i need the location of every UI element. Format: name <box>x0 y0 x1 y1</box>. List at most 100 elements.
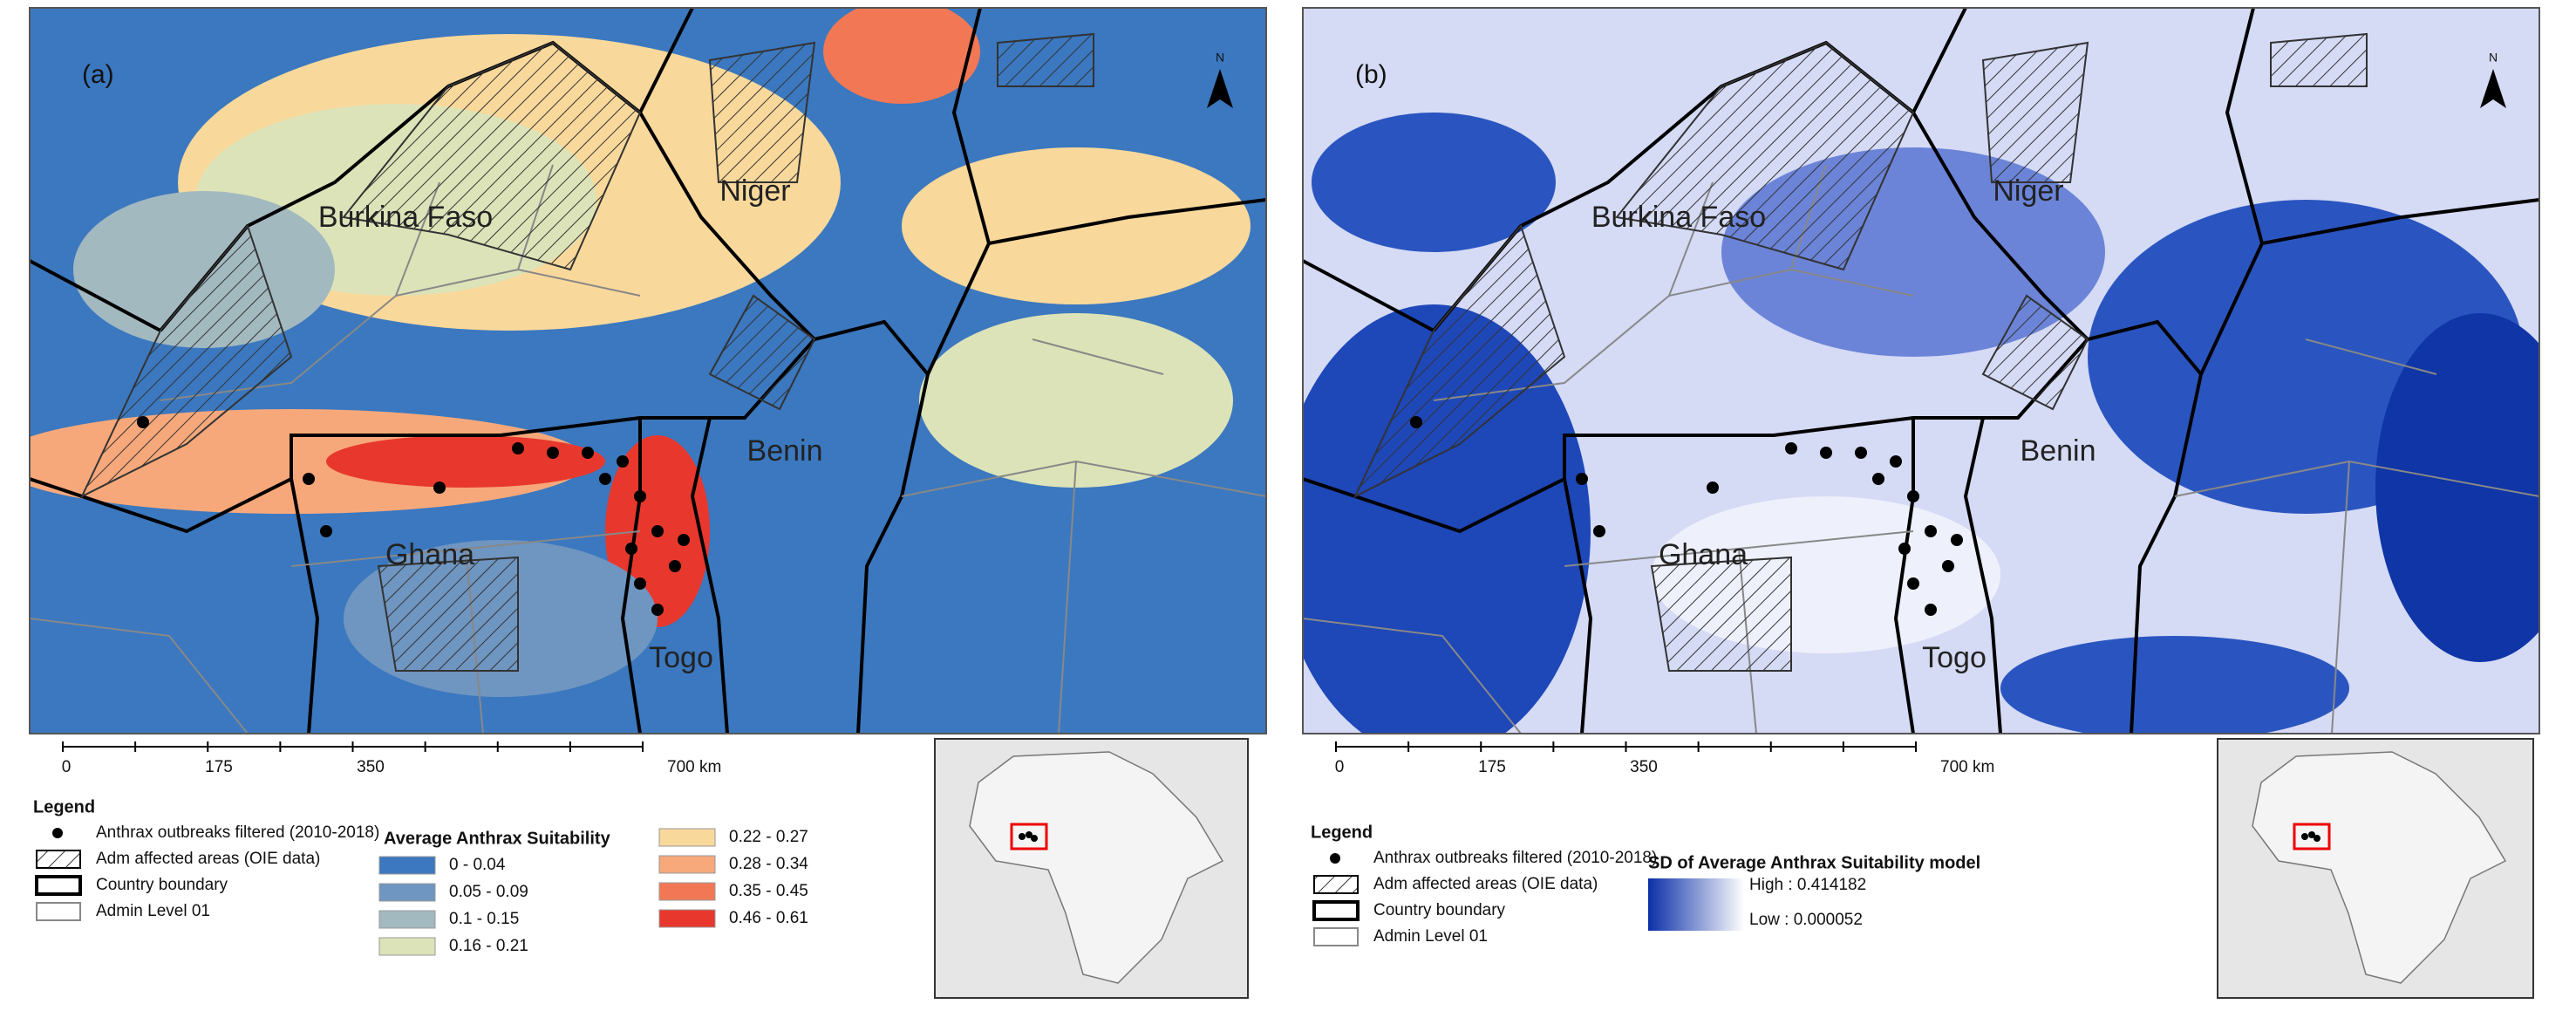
legend-item: Country boundary <box>1373 901 1506 919</box>
class-label: 0.35 - 0.45 <box>729 882 808 900</box>
map-a <box>29 7 1267 734</box>
outbreak-point <box>634 490 646 502</box>
outbreak-point <box>651 604 664 616</box>
outbreak-point <box>1951 534 1963 546</box>
country-label: Ghana <box>385 538 474 571</box>
panel: (a) Burkina Faso Niger Benin Ghana Togo N <box>82 51 1233 674</box>
outbreak-point <box>651 525 664 537</box>
country-label: Ghana <box>1659 538 1748 571</box>
outbreak-point <box>1593 525 1605 537</box>
outbreak-point <box>1820 447 1832 459</box>
legend-symbol <box>52 828 63 838</box>
map-b <box>1302 7 2540 734</box>
north-label: N <box>2489 51 2498 65</box>
outbreak-point <box>1907 490 1919 502</box>
class-label: 0.28 - 0.34 <box>729 855 808 873</box>
legend-symbol <box>1313 875 1359 894</box>
outbreak-point <box>1925 604 1937 616</box>
class-swatch <box>658 909 716 928</box>
country-label: Benin <box>2021 434 2096 468</box>
legend-item: Anthrax outbreaks filtered (2010-2018) <box>96 823 379 842</box>
legend-item: Adm affected areas (OIE data) <box>96 850 320 868</box>
legend-title: Legend <box>1311 823 1373 842</box>
country-label: Togo <box>1922 641 1987 674</box>
class-swatch <box>658 882 716 901</box>
north-label: N <box>1216 51 1224 65</box>
ramp-title: Average Anthrax Suitability <box>384 829 611 848</box>
outbreak-point <box>1410 416 1422 428</box>
legend-symbol <box>36 902 81 921</box>
legend-title: Legend <box>33 797 95 816</box>
scale-label: 0 <box>62 758 72 776</box>
class-label: 0.46 - 0.61 <box>729 909 808 927</box>
legend-symbol <box>1313 927 1359 946</box>
ramp-title: SD of Average Anthrax Suitability model <box>1648 853 1980 872</box>
scale-label: 700 km <box>667 758 721 776</box>
outbreak-point <box>1872 473 1884 485</box>
ramp-high: High : 0.414182 <box>1749 876 1866 894</box>
outbreak-point <box>617 455 629 468</box>
outbreak-point <box>582 447 594 459</box>
class-swatch <box>658 828 716 847</box>
inset-a <box>934 738 1249 999</box>
legend-item: Adm affected areas (OIE data) <box>1373 875 1598 893</box>
legend-symbol <box>1312 900 1360 921</box>
legend-symbol <box>36 850 81 869</box>
country-label: Togo <box>649 641 713 674</box>
class-swatch <box>658 855 716 874</box>
legend-symbol <box>35 875 82 896</box>
outbreak-point <box>1925 525 1937 537</box>
outbreak-point <box>512 442 524 454</box>
outbreak-point <box>1942 560 1954 572</box>
outbreak-point <box>1890 455 1902 468</box>
ramp-swatch <box>1648 878 1744 931</box>
class-label: 0.05 - 0.09 <box>449 883 528 901</box>
outbreak-point <box>1785 442 1797 454</box>
scale-label: 350 <box>357 758 385 776</box>
outbreak-point <box>433 482 446 494</box>
country-label: Niger <box>1993 174 2063 208</box>
outbreak-point <box>1576 473 1588 485</box>
panel-label: (a) <box>82 60 114 89</box>
country-label: Benin <box>747 434 823 468</box>
class-label: 0.1 - 0.15 <box>449 910 519 928</box>
scale-label: 350 <box>1630 758 1658 776</box>
north-arrow <box>1207 69 1233 108</box>
legend-item: Country boundary <box>96 876 228 894</box>
class-label: 0 - 0.04 <box>449 856 506 874</box>
legend-symbol <box>1330 853 1340 864</box>
class-label: 0.16 - 0.21 <box>449 937 528 955</box>
outbreak-point <box>1707 482 1719 494</box>
outbreak-point <box>1907 577 1919 590</box>
scale-label: 700 km <box>1940 758 1994 776</box>
country-label: Burkina Faso <box>1591 201 1766 234</box>
legend-item: Admin Level 01 <box>96 902 210 920</box>
panel: (b) Burkina Faso Niger Benin Ghana Togo N <box>1355 51 2506 674</box>
ramp-low: Low : 0.000052 <box>1749 911 1863 929</box>
country-label: Niger <box>719 174 790 208</box>
scale-label: 175 <box>1478 758 1506 776</box>
outbreak-point <box>669 560 681 572</box>
north-arrow <box>2480 69 2506 108</box>
legend-item: Anthrax outbreaks filtered (2010-2018) <box>1373 849 1657 867</box>
scale-label: 0 <box>1335 758 1345 776</box>
scale-label: 175 <box>205 758 233 776</box>
class-swatch <box>378 883 436 902</box>
outbreak-point <box>678 534 690 546</box>
legend-item: Admin Level 01 <box>1373 927 1488 946</box>
outbreak-point <box>137 416 149 428</box>
class-swatch <box>378 856 436 875</box>
outbreak-point <box>625 543 637 555</box>
class-swatch <box>378 937 436 956</box>
outbreak-point <box>599 473 611 485</box>
country-label: Burkina Faso <box>318 201 493 234</box>
outbreak-point <box>1898 543 1911 555</box>
outbreak-point <box>547 447 559 459</box>
outbreak-point <box>320 525 332 537</box>
inset-b <box>2217 738 2534 999</box>
outbreak-point <box>634 577 646 590</box>
panel-label: (b) <box>1355 60 1387 89</box>
class-swatch <box>378 910 436 929</box>
outbreak-point <box>303 473 315 485</box>
